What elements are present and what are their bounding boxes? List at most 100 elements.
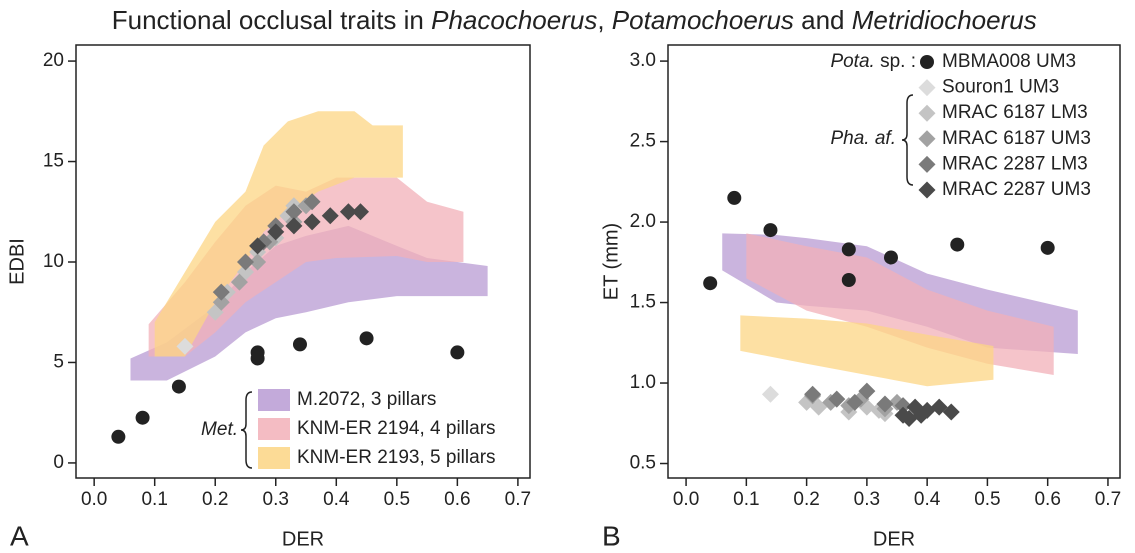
point [841,273,856,288]
point [763,223,778,238]
band [746,233,1054,375]
plot-frame [667,44,1121,479]
x-axis-label: DER [282,528,324,550]
point [111,429,126,444]
group-label-part: Pota. [830,51,874,72]
legend-marker [918,130,936,148]
point [846,393,864,411]
legend-label: MRAC 6187 LM3 [942,102,1088,123]
point [1040,240,1055,255]
x-tick-label: 0.1 [733,489,759,510]
x-tick-label: 0.6 [444,489,470,510]
point [249,253,267,271]
legend-brace [240,391,253,469]
y-tick-label: 5 [53,351,64,372]
y-tick-label: 0 [53,452,64,473]
legend-brace [901,94,914,186]
x-tick-label: 0.0 [81,489,107,510]
x-tick-label: 0.7 [1095,489,1121,510]
x-tick-label: 0.1 [141,489,167,510]
point [171,379,186,394]
point [918,401,936,419]
point [339,203,357,221]
y-tick-label: 20 [43,50,64,71]
title-part: Potamochoerus [612,5,794,35]
x-axis-label: DER [873,528,915,550]
legend-marker [918,155,936,173]
y-tick-label: 1.0 [630,372,656,393]
point [255,233,273,251]
x-tick-label: 0.4 [914,489,941,510]
x-tick-label: 0.7 [505,489,531,510]
x-tick-label: 0.6 [1034,489,1060,510]
title-part: Functional occlusal traits in [112,5,431,35]
legend-label: Souron1 UM3 [942,77,1059,98]
y-axis-label: ET (mm) [600,223,622,300]
point [900,409,918,427]
legend-label: MBMA008 UM3 [942,51,1076,72]
point [285,217,303,235]
legend-swatch [258,389,290,411]
y-tick-label: 1.5 [630,292,656,313]
x-tick-label: 0.2 [793,489,819,510]
point [804,385,822,403]
y-tick-label: 0.5 [630,453,656,474]
y-tick-label: 2.0 [630,211,656,232]
legend-marker [920,55,934,69]
legend-label: M.2072, 3 pillars [297,389,436,410]
y-tick-label: 3.0 [630,50,656,71]
point [359,331,374,346]
y-tick-label: 15 [43,151,64,172]
point [858,382,876,400]
title-part: Metridiochoerus [852,5,1037,35]
title-part: , [597,5,611,35]
legend-group-label: Met. [201,419,238,440]
legend-marker [918,79,936,97]
legend-group-label: Pota. sp. : [830,51,916,72]
point [135,410,150,425]
x-tick-label: 0.2 [202,489,228,510]
legend-label: MRAC 6187 UM3 [942,128,1091,149]
legend-label: MRAC 2287 UM3 [942,179,1091,200]
group-label-part: Pha. af. [831,128,897,149]
x-tick-label: 0.5 [384,489,410,510]
point [267,223,285,241]
legend-group-label: Pha. af. [831,128,897,149]
point [321,207,339,225]
legend-label: KNM-ER 2194, 4 pillars [297,418,496,439]
panel-label: B [602,520,621,551]
band [148,177,464,357]
point [761,385,779,403]
point [942,403,960,421]
point [828,390,846,408]
figure-title: Functional occlusal traits in Phacochoer… [76,5,1059,35]
point [212,293,230,311]
y-tick-label: 2.5 [630,131,656,152]
point [176,337,194,355]
point [894,397,912,415]
legend-swatch [258,447,290,469]
point [727,190,742,205]
x-tick-label: 0.3 [854,489,880,510]
point [883,250,898,265]
point [249,237,267,255]
point [212,283,230,301]
x-tick-label: 0.3 [263,489,289,510]
legend-label: MRAC 2287 LM3 [942,153,1088,174]
panel-label: A [10,520,29,551]
legend-marker [918,181,936,199]
point [236,253,254,271]
point [292,337,307,352]
point [303,193,321,211]
point [950,237,965,252]
y-axis-label: EDBI [6,238,28,285]
legend-marker [918,104,936,122]
point [303,213,321,231]
group-label-part: sp. : [875,51,916,72]
band [130,225,488,381]
legend-label: KNM-ER 2193, 5 pillars [297,447,496,468]
group-label-part: Met. [201,419,238,440]
point [285,203,303,221]
point [876,395,894,413]
